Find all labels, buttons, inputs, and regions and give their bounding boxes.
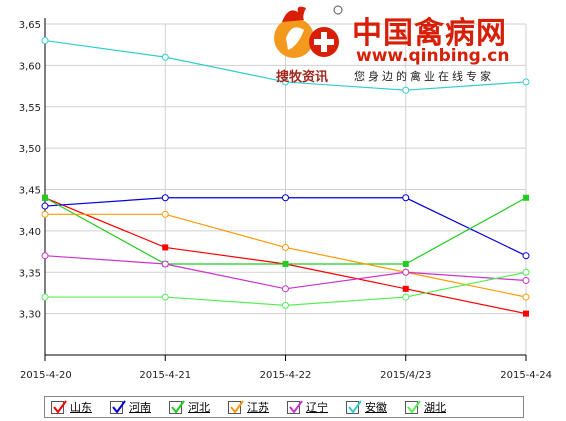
x-tick-label: 2015-4-21 bbox=[139, 370, 191, 381]
y-tick-label: 3,60 bbox=[19, 61, 41, 72]
checkbox-checked-icon[interactable] bbox=[405, 399, 421, 414]
data-point bbox=[402, 86, 410, 94]
data-point bbox=[402, 293, 410, 301]
y-tick-label: 3,45 bbox=[19, 186, 41, 197]
rooster-plus-icon bbox=[268, 2, 346, 68]
data-point bbox=[402, 285, 409, 292]
data-point bbox=[282, 260, 289, 267]
logo-name: 搜牧资讯 bbox=[276, 70, 329, 85]
legend-label: 江苏 bbox=[247, 401, 269, 414]
data-point bbox=[162, 244, 169, 251]
data-point bbox=[41, 210, 49, 218]
data-point bbox=[402, 194, 410, 202]
data-point bbox=[161, 260, 169, 268]
legend-label: 湖北 bbox=[424, 401, 446, 414]
data-point bbox=[282, 301, 289, 309]
data-point bbox=[282, 285, 289, 293]
data-point bbox=[522, 268, 530, 276]
checkbox-checked-icon[interactable] bbox=[228, 399, 244, 414]
data-point bbox=[161, 194, 169, 202]
x-tick-label: 2015-4-20 bbox=[20, 370, 72, 381]
checkbox-checked-icon[interactable] bbox=[346, 399, 362, 414]
data-point bbox=[282, 243, 289, 251]
site-name: 中国禽病网 bbox=[352, 16, 507, 51]
data-point bbox=[42, 194, 48, 201]
data-point bbox=[282, 78, 289, 86]
data-point bbox=[523, 310, 529, 317]
x-tick-label: 2015/4/23 bbox=[380, 370, 431, 381]
y-tick-label: 3,55 bbox=[19, 103, 41, 114]
x-tick-label: 2015-4-22 bbox=[260, 370, 312, 381]
legend-item[interactable]: 河北 bbox=[169, 399, 210, 415]
data-point bbox=[161, 293, 169, 301]
data-point bbox=[161, 53, 169, 61]
y-tick-label: 3,50 bbox=[19, 144, 41, 155]
data-point bbox=[522, 78, 530, 86]
checkbox-checked-icon[interactable] bbox=[287, 399, 303, 414]
checkbox-checked-icon[interactable] bbox=[110, 399, 126, 414]
data-point bbox=[41, 37, 49, 45]
legend-label: 山东 bbox=[70, 401, 92, 414]
data-point bbox=[402, 268, 410, 276]
y-tick-label: 3,65 bbox=[19, 20, 41, 31]
slogan: 您身边的禽业在线专家 bbox=[354, 70, 494, 83]
data-point bbox=[41, 293, 49, 301]
checkbox-checked-icon[interactable] bbox=[51, 399, 67, 414]
legend-item[interactable]: 安徽 bbox=[346, 399, 387, 415]
y-tick-label: 3,35 bbox=[19, 268, 41, 279]
legend-label: 辽宁 bbox=[306, 401, 328, 414]
y-tick-label: 3,40 bbox=[19, 227, 41, 238]
legend-label: 河南 bbox=[129, 401, 151, 414]
legend-item[interactable]: 辽宁 bbox=[287, 399, 328, 415]
data-point bbox=[41, 252, 49, 260]
data-point bbox=[523, 194, 529, 201]
legend-item[interactable]: 湖北 bbox=[405, 399, 446, 415]
legend-item[interactable]: 河南 bbox=[110, 399, 151, 415]
data-point bbox=[522, 293, 530, 301]
data-point bbox=[522, 277, 530, 285]
data-point bbox=[161, 210, 169, 218]
x-tick-label: 2015-4-24 bbox=[500, 370, 552, 381]
checkbox-checked-icon[interactable] bbox=[169, 399, 185, 414]
data-point bbox=[41, 202, 49, 210]
site-url: www.qinbing.cn bbox=[356, 46, 510, 66]
y-tick-label: 3,30 bbox=[19, 310, 41, 321]
legend-item[interactable]: 江苏 bbox=[228, 399, 269, 415]
legend-label: 安徽 bbox=[365, 401, 387, 414]
data-point bbox=[282, 194, 289, 202]
legend-label: 河北 bbox=[188, 401, 210, 414]
legend-item[interactable]: 山东 bbox=[51, 399, 92, 415]
chart-legend: 山东 河南 河北 江苏 辽宁 安徽 湖北 bbox=[44, 396, 524, 418]
data-point bbox=[402, 260, 409, 267]
data-point bbox=[522, 252, 530, 260]
